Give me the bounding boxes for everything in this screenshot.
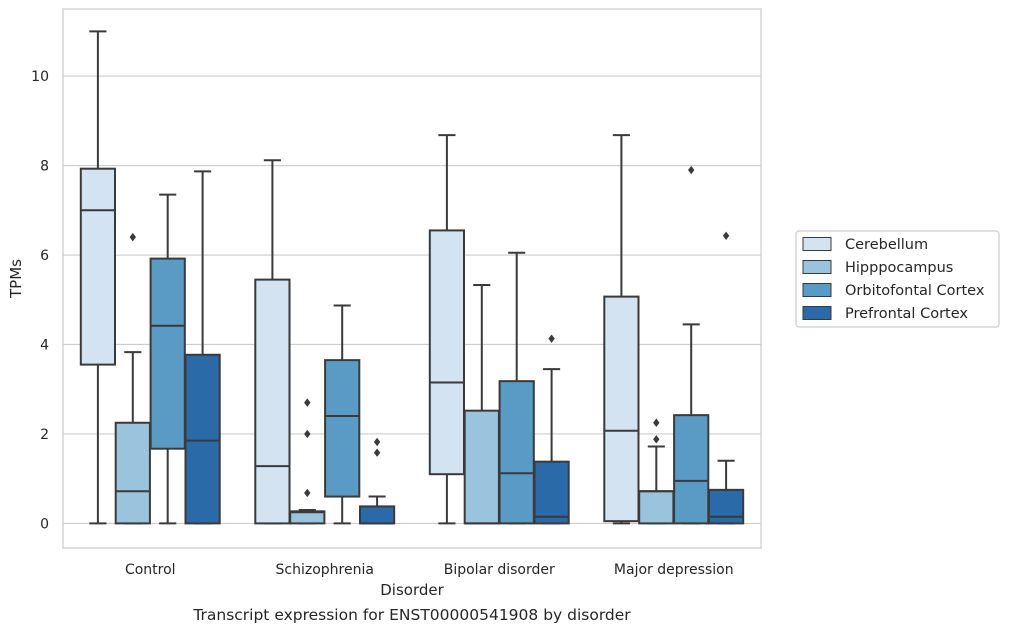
- y-tick-label: 4: [40, 337, 49, 353]
- iqr-box: [324, 359, 361, 498]
- box-orbitofontal-cortex: [498, 251, 535, 525]
- iqr-box: [254, 278, 291, 525]
- legend-label: Orbitofontal Cortex: [845, 283, 985, 299]
- box-hipppocampus: [114, 232, 151, 525]
- outlier-point: [304, 429, 311, 439]
- box-hipppocampus: [463, 283, 500, 525]
- iqr-box: [149, 257, 186, 450]
- outlier-point: [722, 231, 730, 240]
- axis-ticks: 0 2 4 6 8 10 Control Schizophrenia Bipolar disor…: [31, 69, 733, 578]
- outlier-point: [653, 418, 660, 427]
- x-tick-label: Control: [125, 562, 176, 578]
- box-orbitofontal-cortex: [324, 304, 361, 525]
- iqr-box: [498, 380, 535, 525]
- legend-label: Prefrontal Cortex: [845, 306, 968, 322]
- iqr-box: [603, 295, 640, 523]
- iqr-box: [358, 505, 396, 525]
- box-series: [79, 30, 745, 525]
- outlier-point: [653, 435, 660, 444]
- box-prefrontal-cortex: [184, 170, 221, 525]
- box-cerebellum: [428, 134, 466, 525]
- box-hipppocampus: [289, 398, 326, 525]
- x-tick-label: Schizophrenia: [276, 562, 374, 578]
- y-tick-label: 2: [40, 427, 49, 443]
- box-orbitofontal-cortex: [673, 165, 710, 525]
- outlier-point: [304, 488, 311, 498]
- legend-swatch: [802, 283, 832, 297]
- y-tick-label: 10: [31, 69, 49, 85]
- legend-frame: [795, 230, 1000, 328]
- iqr-box: [79, 167, 117, 366]
- outlier-point: [373, 437, 381, 447]
- legend-swatch: [802, 260, 832, 274]
- box-cerebellum: [603, 134, 640, 525]
- legend-label: Cerebellum: [845, 237, 928, 253]
- box-cerebellum: [79, 30, 117, 525]
- y-tick-label: 8: [40, 159, 49, 175]
- outlier-point: [688, 165, 695, 175]
- iqr-box: [707, 488, 745, 525]
- iqr-box: [533, 460, 570, 525]
- legend: Cerebellum Hipppocampus Orbitofontal Corte…: [795, 230, 1000, 328]
- y-tick-label: 6: [40, 248, 49, 264]
- outlier-point: [129, 232, 136, 242]
- box-prefrontal-cortex: [358, 437, 396, 525]
- iqr-box: [184, 353, 221, 525]
- outlier-point: [373, 448, 381, 457]
- x-tick-label: Major depression: [614, 562, 734, 578]
- iqr-box: [428, 229, 466, 476]
- legend-label: Hipppocampus: [845, 260, 953, 276]
- iqr-box: [114, 421, 151, 525]
- y-tick-label: 0: [40, 516, 49, 532]
- outlier-point: [304, 398, 311, 407]
- outlier-point: [548, 334, 555, 343]
- y-axis-label: TPMs: [7, 259, 25, 299]
- box-cerebellum: [254, 159, 291, 525]
- iqr-box: [673, 414, 710, 525]
- figure-caption: Transcript expression for ENST0000054190…: [193, 606, 631, 624]
- legend-swatch: [802, 306, 832, 320]
- x-tick-label: Bipolar disorder: [444, 562, 555, 578]
- iqr-box: [463, 409, 500, 525]
- box-prefrontal-cortex: [533, 334, 570, 525]
- legend-swatch: [802, 237, 832, 251]
- iqr-box: [638, 490, 675, 525]
- box-prefrontal-cortex: [707, 231, 745, 525]
- x-axis-label: Disorder: [380, 581, 444, 599]
- box-hipppocampus: [638, 418, 675, 525]
- plot-area-frame: [62, 8, 762, 549]
- box-orbitofontal-cortex: [149, 193, 186, 525]
